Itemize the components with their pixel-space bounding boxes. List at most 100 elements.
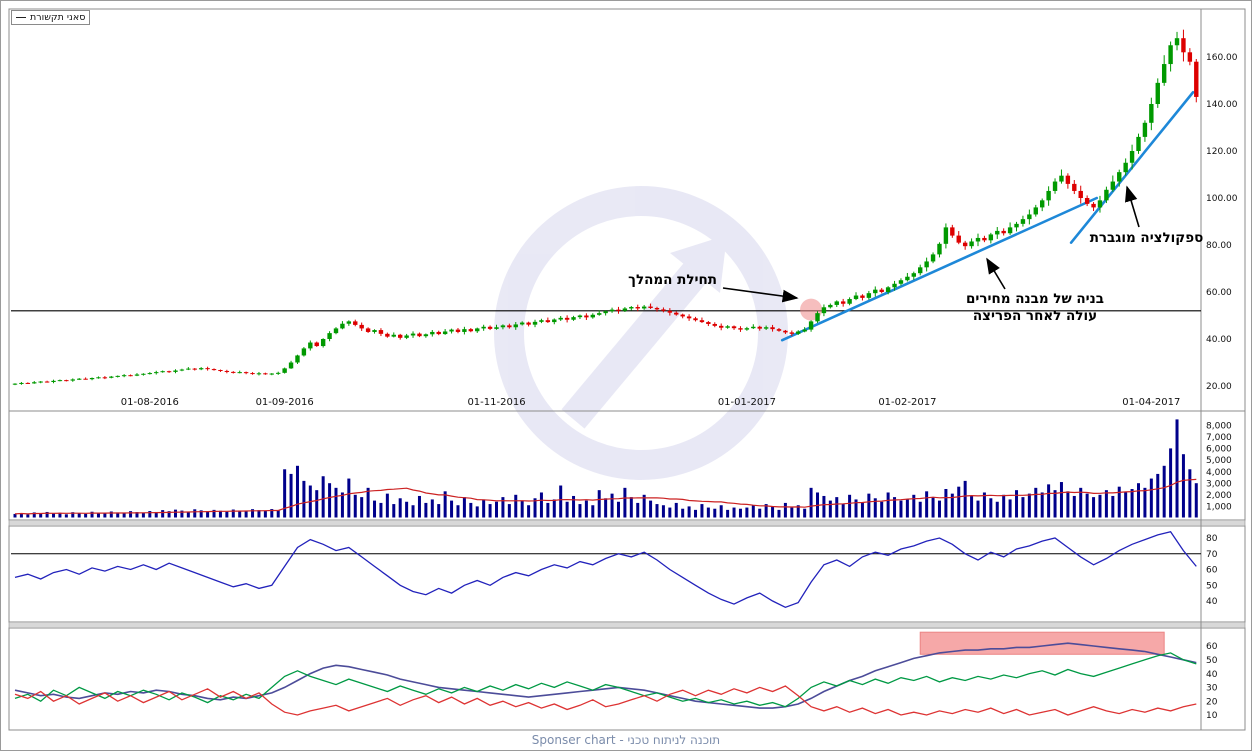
- candle: [211, 369, 217, 371]
- candle: [449, 329, 454, 332]
- candle: [276, 372, 281, 374]
- candlestick-series: [12, 29, 1199, 386]
- y-axis-tick-label: 3,000: [1206, 479, 1232, 489]
- volume-bar: [1169, 448, 1173, 518]
- x-axis-label: 01-04-2017: [1122, 397, 1180, 408]
- candle: [1129, 151, 1135, 163]
- adx-line: [14, 642, 1197, 709]
- candle: [982, 237, 987, 241]
- trendline[interactable]: [780, 196, 1099, 342]
- volume-bar: [873, 498, 877, 518]
- volume-bar: [321, 476, 325, 518]
- candle: [1142, 122, 1148, 137]
- volume-bar: [796, 505, 800, 518]
- speculation-highlight-box[interactable]: [919, 631, 1165, 655]
- volume-bar: [848, 494, 852, 518]
- rsi-pane[interactable]: [8, 525, 1246, 623]
- volume-bar: [751, 505, 755, 518]
- candle: [32, 382, 37, 384]
- volume-bar: [206, 511, 210, 518]
- volume-bar: [103, 513, 107, 518]
- y-axis-tick-label: 40: [1206, 597, 1218, 607]
- volume-bar: [970, 495, 974, 518]
- candle: [1091, 203, 1096, 208]
- candle: [475, 328, 480, 332]
- volume-bar: [771, 506, 775, 518]
- candle: [661, 309, 666, 311]
- volume-bar: [572, 495, 576, 518]
- volume-bar: [26, 514, 30, 518]
- volume-bar: [1047, 484, 1051, 518]
- y-axis-tick-label: 4,000: [1206, 468, 1232, 478]
- volume-bar: [405, 501, 409, 518]
- volume-bar: [1194, 483, 1198, 518]
- candle: [295, 355, 300, 363]
- candle: [77, 378, 82, 380]
- candle: [738, 328, 743, 330]
- volume-bar: [828, 500, 832, 518]
- candle: [519, 322, 525, 325]
- volume-bar: [347, 478, 351, 518]
- y-axis-tick-label: 40: [1206, 670, 1218, 680]
- y-axis-tick-label: 100.00: [1206, 194, 1238, 204]
- volume-bar: [719, 505, 723, 518]
- candle: [776, 329, 782, 331]
- candle: [487, 326, 493, 329]
- candle: [635, 307, 640, 309]
- volume-bar: [315, 490, 319, 518]
- candle: [1155, 82, 1160, 104]
- y-axis-tick-label: 10: [1206, 711, 1218, 721]
- volume-bar: [507, 504, 511, 518]
- volume-bar: [39, 513, 43, 518]
- candle: [1007, 227, 1013, 234]
- volume-bar: [681, 508, 685, 518]
- candle: [988, 234, 994, 241]
- candle: [237, 372, 242, 374]
- candle: [686, 316, 692, 319]
- candle: [937, 243, 942, 255]
- volume-bar: [963, 480, 967, 518]
- pane-splitter[interactable]: [8, 621, 1246, 629]
- volume-bar: [905, 499, 909, 518]
- candle: [385, 333, 390, 337]
- candle: [1110, 181, 1116, 190]
- volume-ma-line: [14, 478, 1197, 515]
- volume-bar: [700, 504, 704, 518]
- minus_di-line: [14, 685, 1197, 716]
- volume-bar: [244, 511, 248, 518]
- volume-bar: [777, 509, 781, 518]
- candle: [667, 310, 673, 313]
- volume-bar: [1079, 487, 1083, 518]
- volume-bar: [135, 512, 139, 518]
- y-axis-tick-label: 50: [1206, 581, 1218, 591]
- candle: [359, 324, 364, 329]
- candle: [173, 370, 178, 372]
- pane-splitter[interactable]: [8, 519, 1246, 527]
- volume-bar: [32, 512, 36, 518]
- volume-bar: [77, 513, 81, 518]
- volume-bar: [257, 510, 261, 518]
- candle: [648, 306, 653, 308]
- candle: [526, 322, 531, 325]
- candle: [160, 371, 165, 373]
- volume-bar: [649, 500, 653, 518]
- candle: [603, 311, 608, 314]
- candle: [64, 380, 69, 382]
- candle: [1001, 230, 1006, 234]
- volume-bar: [417, 495, 421, 518]
- x-axis-label: 01-01-2017: [718, 397, 776, 408]
- volume-bar: [694, 509, 698, 518]
- volume-bar: [385, 493, 389, 518]
- candle: [25, 382, 31, 384]
- volume-bar: [1162, 465, 1166, 518]
- volume-bar: [867, 493, 871, 518]
- candle: [699, 320, 705, 323]
- volume-bar: [64, 514, 68, 518]
- candle: [1187, 52, 1193, 62]
- annotation-speculation: ספקולציה מוגברת: [1089, 230, 1204, 246]
- y-axis-tick-label: 7,000: [1206, 433, 1232, 443]
- volume-bar: [950, 493, 954, 518]
- candle: [500, 325, 506, 328]
- candle: [1104, 189, 1109, 201]
